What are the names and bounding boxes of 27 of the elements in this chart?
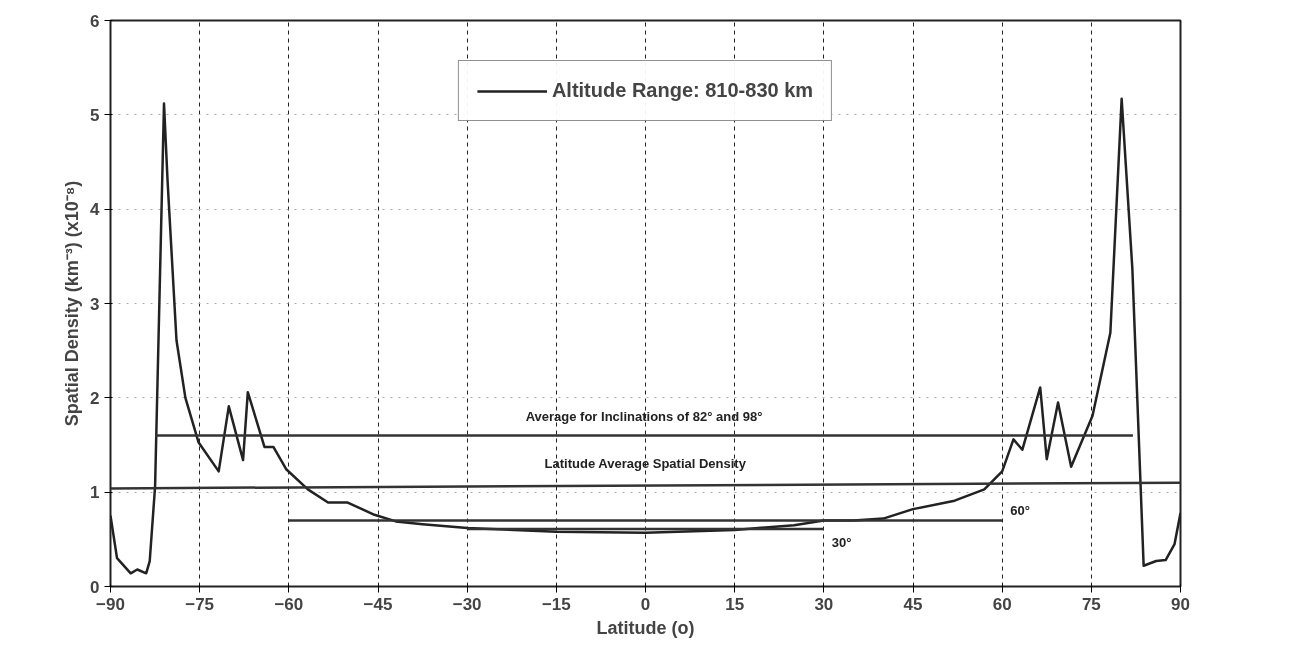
y-tick-label: 1 xyxy=(90,483,100,503)
x-tick-label: 0 xyxy=(640,594,651,614)
series-label: Average for Inclinations of 82° and 98° xyxy=(525,408,763,424)
y-tick-label: 2 xyxy=(90,388,100,408)
series-label: 30° xyxy=(831,534,852,550)
series-label: 60° xyxy=(1010,503,1030,519)
x-tick-label: 90 xyxy=(1171,594,1190,614)
legend-label: Altitude Range: 810-830 km xyxy=(551,79,814,102)
x-tick-label: −75 xyxy=(185,594,215,614)
x-tick-label: 45 xyxy=(903,594,923,614)
y-tick-label: 5 xyxy=(90,105,100,125)
x-tick-label: −90 xyxy=(96,594,125,614)
x-tick-label: 75 xyxy=(1081,594,1101,614)
x-tick-label: −45 xyxy=(363,594,393,614)
y-tick-label: 3 xyxy=(90,294,100,314)
y-tick-label: 4 xyxy=(90,200,101,220)
x-tick-label: −30 xyxy=(452,594,482,614)
y-tick-label: 6 xyxy=(90,11,100,31)
x-tick-label: −15 xyxy=(541,594,571,614)
x-tick-label: 60 xyxy=(992,594,1012,614)
x-tick-label: 15 xyxy=(725,594,745,614)
x-tick-label: 30 xyxy=(814,594,834,614)
series-label: Latitude Average Spatial Density xyxy=(544,455,747,471)
y-tick-label: 0 xyxy=(90,577,100,597)
x-axis-title: Latitude (o) xyxy=(596,617,695,638)
y-axis-title: Spatial Density (km⁻³) (x10⁻⁸) xyxy=(62,180,83,427)
x-tick-label: −60 xyxy=(274,594,304,614)
